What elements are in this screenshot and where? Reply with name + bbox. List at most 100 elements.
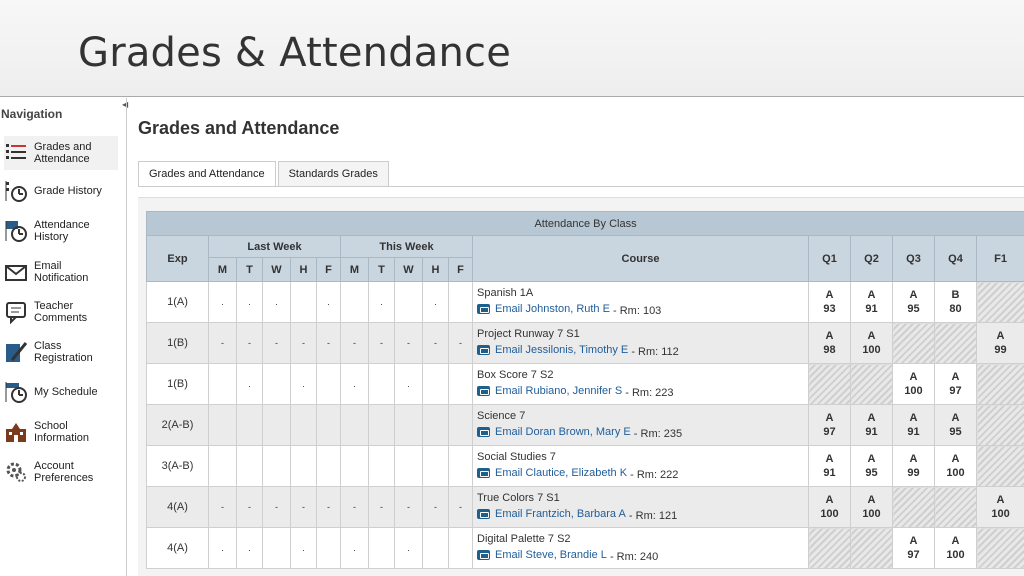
grade-cell[interactable]: A 97 — [808, 404, 851, 446]
letter-grade[interactable]: A — [909, 371, 918, 383]
grade-cell[interactable]: A 100 — [808, 486, 851, 528]
score[interactable]: 95 — [907, 303, 920, 315]
letter-grade[interactable]: A — [951, 535, 960, 547]
grade-cell[interactable]: A 97 — [934, 363, 977, 405]
email-icon[interactable] — [477, 468, 490, 478]
letter-grade[interactable]: A — [951, 412, 960, 424]
letter-grade[interactable]: A — [996, 494, 1005, 506]
nav-item-class-registration[interactable]: Class Registration — [4, 335, 118, 369]
email-link-text[interactable]: Email Johnston, Ruth E — [495, 303, 610, 315]
score[interactable]: 100 — [946, 467, 965, 479]
email-link-text[interactable]: Email Steve, Brandie L — [495, 549, 607, 561]
nav-item-school-information[interactable]: School Information — [4, 415, 118, 449]
nav-item-attendance-history[interactable]: Attendance History — [4, 214, 118, 248]
letter-grade[interactable]: A — [867, 412, 876, 424]
letter-grade[interactable]: A — [996, 330, 1005, 342]
letter-grade[interactable]: A — [909, 289, 918, 301]
nav-item-teacher-comments[interactable]: Teacher Comments — [4, 295, 118, 329]
email-link-text[interactable]: Email Rubiano, Jennifer S — [495, 385, 623, 397]
grade-cell[interactable]: A 100 — [975, 486, 1024, 528]
score[interactable]: 95 — [949, 426, 962, 438]
nav-item-grades-and-attendance[interactable]: Grades and Attendance — [4, 136, 118, 170]
email-icon[interactable] — [477, 345, 490, 355]
collapse-arrow-icon[interactable]: ◀ — [122, 100, 128, 109]
score[interactable]: 100 — [991, 508, 1010, 520]
grade-cell[interactable]: A 98 — [808, 322, 851, 364]
score[interactable]: 98 — [823, 344, 836, 356]
email-teacher-link[interactable]: Email Clautice, Elizabeth K — [477, 465, 627, 481]
nav-item-email-notification[interactable]: Email Notification — [4, 255, 118, 289]
grade-cell[interactable]: A 99 — [892, 445, 935, 487]
email-teacher-link[interactable]: Email Jessilonis, Timothy E — [477, 342, 628, 358]
grade-cell[interactable]: A 100 — [934, 527, 977, 569]
email-icon[interactable] — [477, 386, 490, 396]
letter-grade[interactable]: A — [909, 453, 918, 465]
grade-cell[interactable]: A 91 — [808, 445, 851, 487]
grade-cell[interactable]: A 100 — [892, 363, 935, 405]
score[interactable]: 95 — [865, 467, 878, 479]
letter-grade[interactable]: A — [825, 494, 834, 506]
grade-cell[interactable]: A 95 — [934, 404, 977, 446]
grade-cell[interactable]: A 97 — [892, 527, 935, 569]
grade-cell[interactable]: A 95 — [892, 281, 935, 323]
col-header-q4[interactable]: Q4 — [934, 235, 977, 282]
nav-item-my-schedule[interactable]: My Schedule — [4, 375, 118, 409]
letter-grade[interactable]: A — [867, 494, 876, 506]
email-teacher-link[interactable]: Email Doran Brown, Mary E — [477, 424, 631, 440]
email-teacher-link[interactable]: Email Johnston, Ruth E — [477, 301, 610, 317]
grade-cell[interactable]: B 80 — [934, 281, 977, 323]
grade-cell[interactable]: A 91 — [850, 404, 893, 446]
letter-grade[interactable]: A — [867, 289, 876, 301]
tab-standards-grades[interactable]: Standards Grades — [277, 161, 389, 187]
score[interactable]: 93 — [823, 303, 836, 315]
score[interactable]: 100 — [862, 508, 881, 520]
score[interactable]: 100 — [820, 508, 839, 520]
score[interactable]: 91 — [907, 426, 920, 438]
letter-grade[interactable]: A — [951, 371, 960, 383]
score[interactable]: 97 — [907, 549, 920, 561]
grade-cell[interactable]: A 91 — [850, 281, 893, 323]
letter-grade[interactable]: A — [825, 412, 834, 424]
email-teacher-link[interactable]: Email Rubiano, Jennifer S — [477, 383, 622, 399]
score[interactable]: 100 — [904, 385, 923, 397]
email-teacher-link[interactable]: Email Steve, Brandie L — [477, 547, 607, 563]
nav-item-grade-history[interactable]: Grade History — [4, 174, 118, 208]
grade-cell[interactable]: A 100 — [850, 486, 893, 528]
col-header-q2[interactable]: Q2 — [850, 235, 893, 282]
email-icon[interactable] — [477, 304, 490, 314]
score[interactable]: 91 — [865, 303, 878, 315]
letter-grade[interactable]: A — [825, 289, 834, 301]
letter-grade[interactable]: A — [867, 453, 876, 465]
grade-cell[interactable]: A 93 — [808, 281, 851, 323]
grade-cell[interactable]: A 100 — [850, 322, 893, 364]
score[interactable]: 91 — [823, 467, 836, 479]
email-teacher-link[interactable]: Email Frantzich, Barbara A — [477, 506, 626, 522]
score[interactable]: 100 — [946, 549, 965, 561]
score[interactable]: 97 — [823, 426, 836, 438]
letter-grade[interactable]: B — [951, 289, 960, 301]
email-link-text[interactable]: Email Frantzich, Barbara A — [495, 508, 626, 520]
score[interactable]: 91 — [865, 426, 878, 438]
letter-grade[interactable]: A — [825, 330, 834, 342]
email-link-text[interactable]: Email Jessilonis, Timothy E — [495, 344, 629, 356]
grade-cell[interactable]: A 100 — [934, 445, 977, 487]
grade-cell[interactable]: A 99 — [975, 322, 1024, 364]
email-link-text[interactable]: Email Clautice, Elizabeth K — [495, 467, 628, 479]
score[interactable]: 99 — [907, 467, 920, 479]
score[interactable]: 100 — [862, 344, 881, 356]
col-header-f1[interactable]: F1 — [975, 235, 1024, 282]
letter-grade[interactable]: A — [867, 330, 876, 342]
score[interactable]: 80 — [949, 303, 962, 315]
nav-item-account-preferences[interactable]: Account Preferences — [4, 455, 118, 489]
email-link-text[interactable]: Email Doran Brown, Mary E — [495, 426, 631, 438]
col-header-q1[interactable]: Q1 — [808, 235, 851, 282]
letter-grade[interactable]: A — [909, 535, 918, 547]
col-header-q3[interactable]: Q3 — [892, 235, 935, 282]
email-icon[interactable] — [477, 509, 490, 519]
letter-grade[interactable]: A — [951, 453, 960, 465]
grade-cell[interactable]: A 91 — [892, 404, 935, 446]
score[interactable]: 99 — [994, 344, 1007, 356]
email-icon[interactable] — [477, 550, 490, 560]
letter-grade[interactable]: A — [909, 412, 918, 424]
grade-cell[interactable]: A 95 — [850, 445, 893, 487]
